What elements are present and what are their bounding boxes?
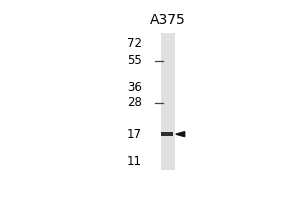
Bar: [161, 33, 175, 170]
Text: 55: 55: [128, 54, 142, 67]
Polygon shape: [176, 132, 185, 137]
Text: 28: 28: [127, 96, 142, 109]
Text: A375: A375: [150, 13, 186, 27]
Text: 11: 11: [127, 155, 142, 168]
Text: 17: 17: [127, 128, 142, 141]
Text: 36: 36: [127, 81, 142, 94]
Bar: [161, 132, 173, 136]
Text: 72: 72: [127, 37, 142, 50]
